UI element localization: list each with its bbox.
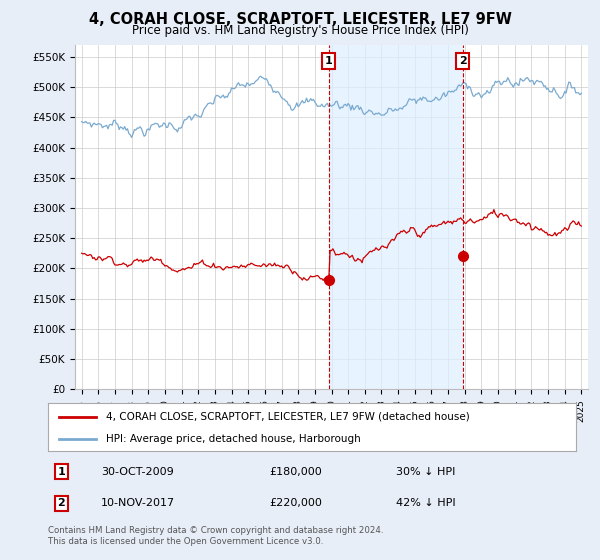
Text: 42% ↓ HPI: 42% ↓ HPI bbox=[397, 498, 456, 508]
Text: 1: 1 bbox=[58, 467, 65, 477]
Text: 1: 1 bbox=[325, 56, 332, 66]
Text: 4, CORAH CLOSE, SCRAPTOFT, LEICESTER, LE7 9FW: 4, CORAH CLOSE, SCRAPTOFT, LEICESTER, LE… bbox=[89, 12, 511, 27]
Text: 30% ↓ HPI: 30% ↓ HPI bbox=[397, 467, 456, 477]
Text: 10-NOV-2017: 10-NOV-2017 bbox=[101, 498, 175, 508]
Text: £220,000: £220,000 bbox=[270, 498, 323, 508]
Text: 2: 2 bbox=[459, 56, 466, 66]
Text: 30-OCT-2009: 30-OCT-2009 bbox=[101, 467, 173, 477]
Text: Contains HM Land Registry data © Crown copyright and database right 2024.
This d: Contains HM Land Registry data © Crown c… bbox=[48, 526, 383, 546]
Bar bbox=[329, 45, 463, 389]
Text: 2: 2 bbox=[58, 498, 65, 508]
Text: £180,000: £180,000 bbox=[270, 467, 323, 477]
Text: Price paid vs. HM Land Registry's House Price Index (HPI): Price paid vs. HM Land Registry's House … bbox=[131, 24, 469, 36]
Text: HPI: Average price, detached house, Harborough: HPI: Average price, detached house, Harb… bbox=[106, 434, 361, 444]
Text: 4, CORAH CLOSE, SCRAPTOFT, LEICESTER, LE7 9FW (detached house): 4, CORAH CLOSE, SCRAPTOFT, LEICESTER, LE… bbox=[106, 412, 470, 422]
